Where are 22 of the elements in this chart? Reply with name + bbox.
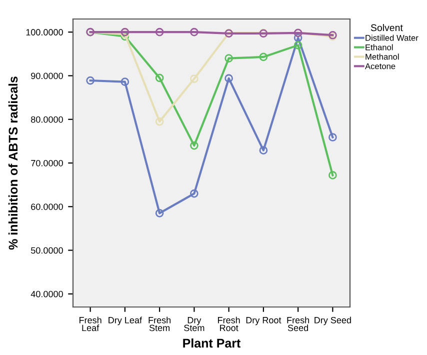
x-tick-label: Fresh Root [218, 316, 240, 332]
y-tick-label: 60.0000 [31, 204, 63, 210]
legend-label: Distilled Water [366, 34, 418, 41]
x-tick-label: Dry Seed [314, 316, 351, 326]
y-tick-label: 90.0000 [31, 72, 63, 80]
y-tick-label: 50.0000 [31, 247, 63, 254]
x-axis-title: Plant Part [183, 338, 241, 348]
y-tick-label: 40.0000 [30, 290, 63, 298]
x-tick-label: Fresh Stem [148, 316, 171, 332]
y-axis-title: % inhibition of ABTS radicals [8, 76, 18, 250]
x-tick-label: Fresh Seed [287, 316, 310, 332]
legend-label: Methanol [366, 54, 399, 60]
y-tick-label: 70.0000 [31, 160, 63, 166]
x-tick-label: Dry Root [246, 317, 282, 326]
legend-title: Solvent [370, 24, 403, 32]
legend-label: Ethanol [366, 44, 393, 50]
x-tick-label: Fresh Leaf [80, 316, 102, 332]
x-tick-label: Dry Stem [184, 317, 204, 332]
legend-label: Acetone [365, 63, 396, 70]
x-tick-label: Dry Leaf [108, 316, 142, 326]
y-tick-label: 100.0000 [26, 29, 63, 36]
y-tick-label: 80.0000 [31, 116, 63, 123]
